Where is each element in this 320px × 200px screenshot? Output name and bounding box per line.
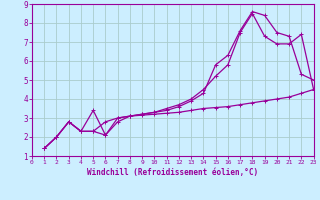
X-axis label: Windchill (Refroidissement éolien,°C): Windchill (Refroidissement éolien,°C) (87, 168, 258, 177)
